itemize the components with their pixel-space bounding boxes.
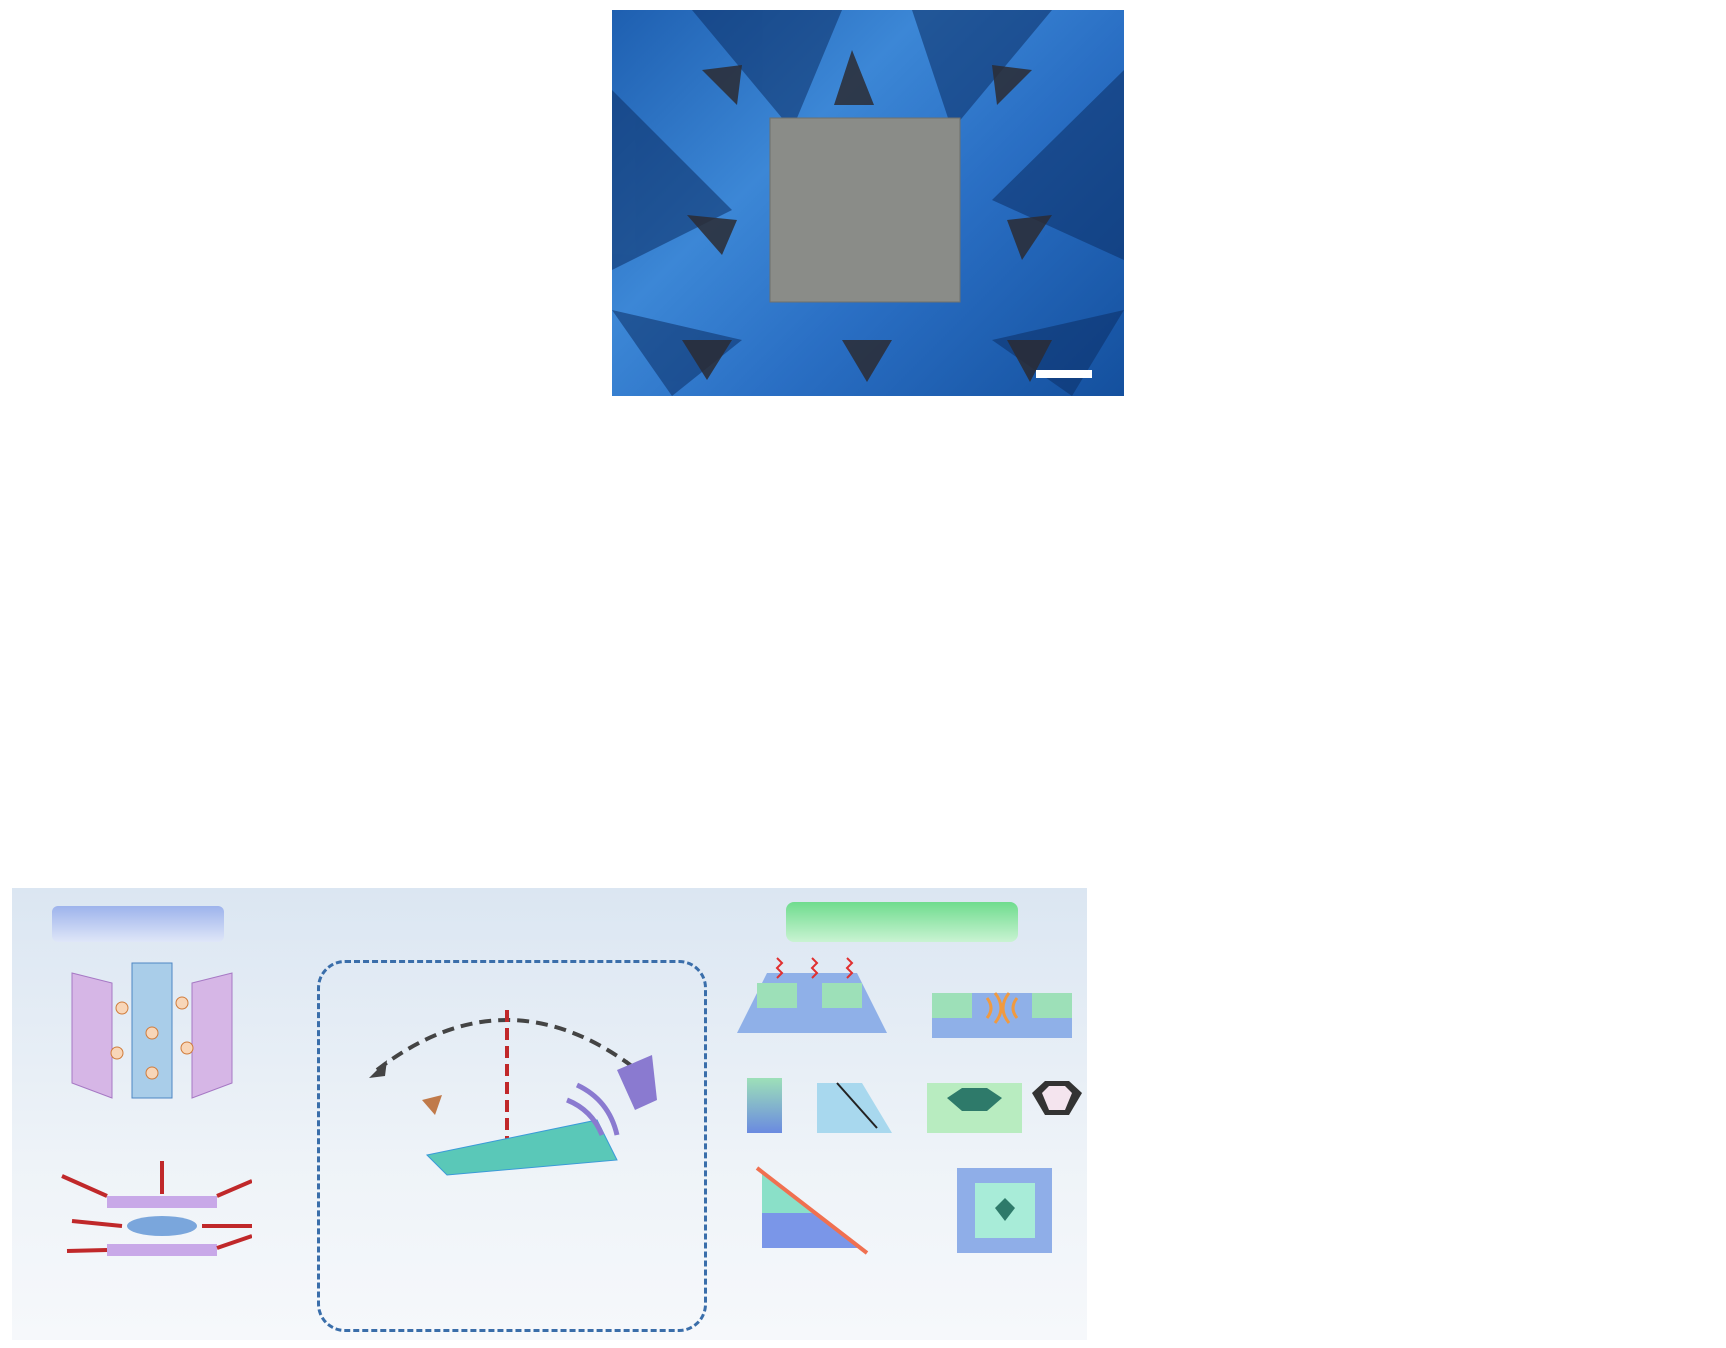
metamaterial-sample: [769, 117, 961, 303]
chart-i-density: [1100, 880, 1726, 1348]
reflected-horn-icon: [422, 1095, 442, 1115]
gradient-impedance-illustration: [747, 1078, 892, 1133]
robust-absorption-box: [317, 960, 707, 1332]
macroscopic-illustrations: [737, 957, 1082, 1255]
symmetric-design-illustration: [957, 1168, 1052, 1253]
magnetoelectric-coupling-illustration: [71, 962, 233, 1099]
spatial-scattering-illustration: [61, 1161, 252, 1256]
metamaterial-wave-illustration: [369, 1010, 657, 1176]
chart-c-eab-comparison: [1140, 0, 1726, 460]
inter-unit-resonance-illustration: [932, 992, 1072, 1038]
macroscopic-header: [786, 902, 1018, 942]
chart-g-heatmap: [1230, 480, 1726, 870]
vertical-resonance-illustration: [737, 957, 887, 1033]
chart-f-heatmap: [820, 480, 1240, 870]
stepped-edge-illustration: [755, 1166, 869, 1255]
scale-bar: [1036, 370, 1092, 378]
mechanism-diagram: [12, 888, 1087, 1340]
chart-a-reflectivity: [0, 0, 580, 460]
reflection-arc: [375, 1018, 639, 1072]
photo-anechoic-chamber: [612, 10, 1124, 396]
pore-scattering-illustration: [927, 1081, 1082, 1133]
incident-horn-icon: [617, 1055, 657, 1110]
chart-e-heatmap: [410, 480, 830, 870]
metamaterial-plate: [425, 1119, 618, 1176]
microscopic-header: [52, 906, 224, 942]
photo-illustration: [612, 10, 1124, 396]
chart-d-heatmap: [0, 480, 420, 870]
